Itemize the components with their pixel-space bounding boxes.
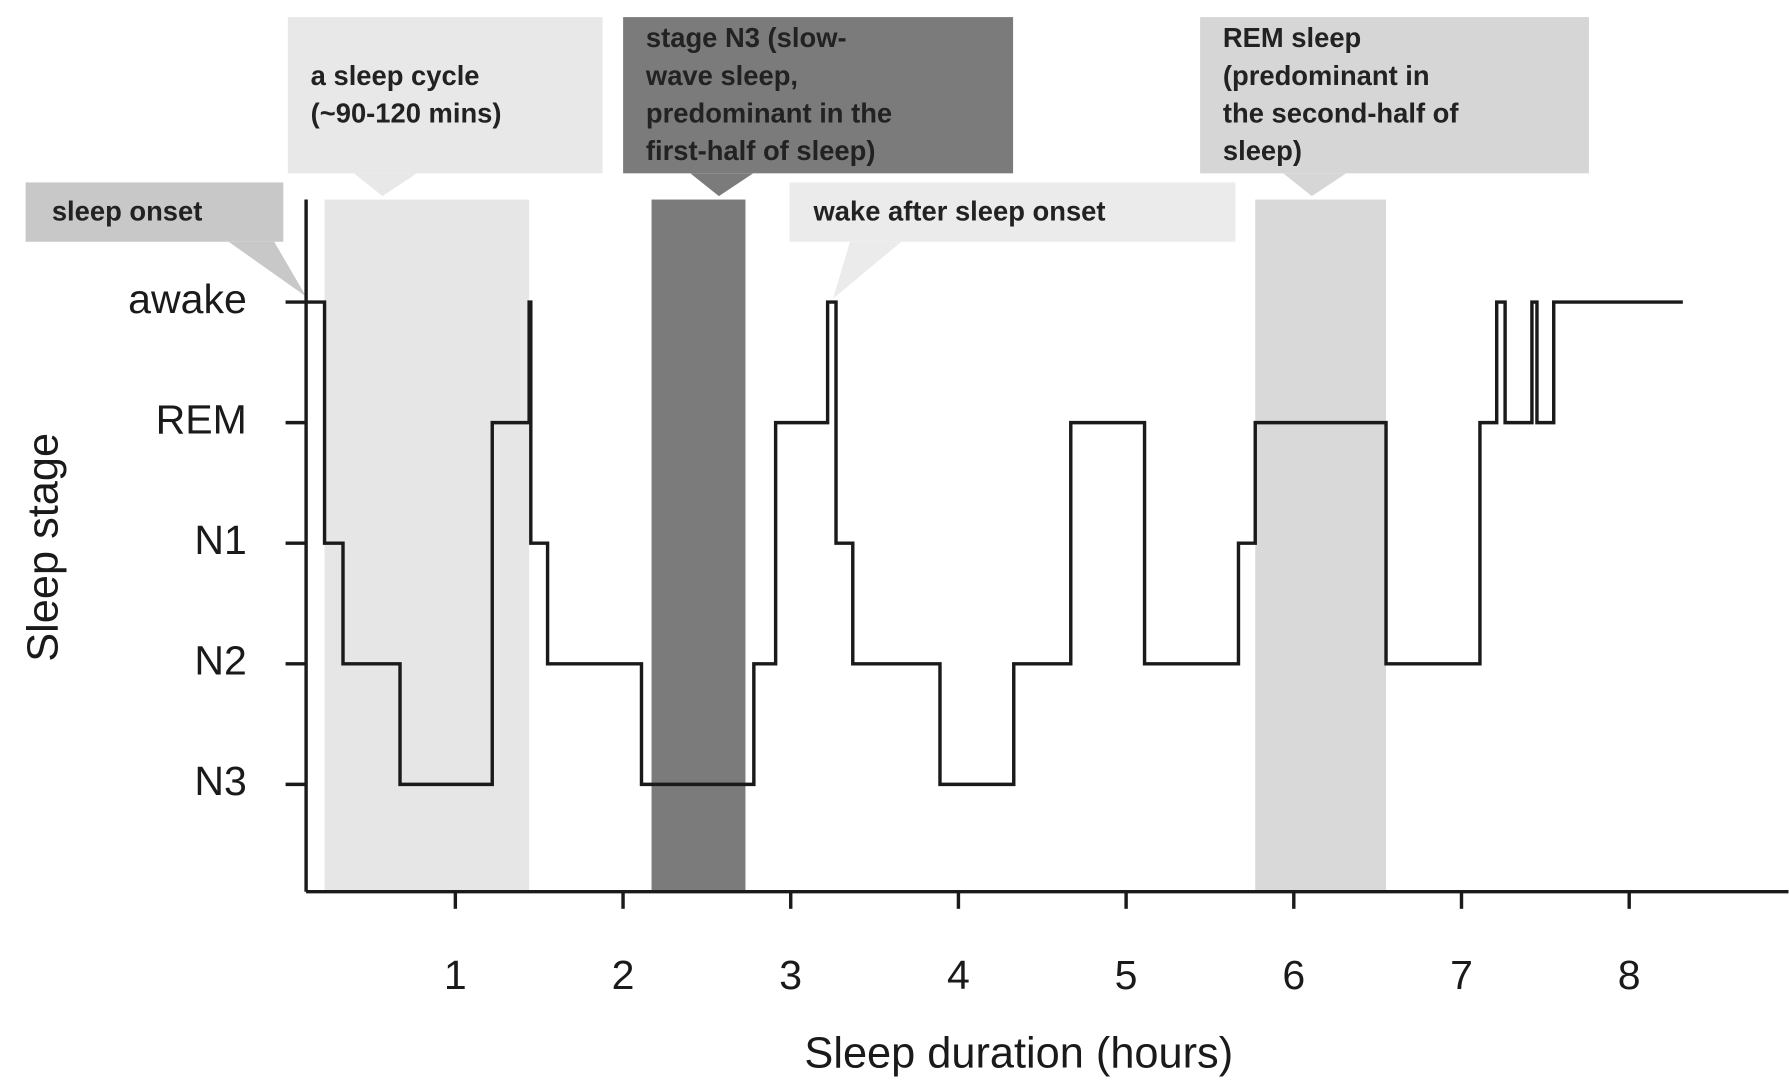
x-tick-label: 5 [1115,952,1138,998]
callout-box [623,17,1014,174]
callout-text: (~90-120 mins) [311,97,502,128]
callout-text: sleep) [1223,135,1302,166]
callout-text: wake after sleep onset [813,195,1106,226]
x-tick-label: 7 [1450,952,1473,998]
callout-box [287,17,603,174]
callout-text: first-half of sleep) [646,135,876,166]
x-tick-label: 6 [1282,952,1305,998]
x-tick-label: 4 [947,952,970,998]
callout-text: the second-half of [1223,97,1459,128]
callout-pointer [228,241,307,297]
callout-pointer [690,173,754,197]
callout-pointer [832,241,902,299]
x-tick-label: 2 [612,952,635,998]
callout-pointer [354,173,417,197]
callout-text: a sleep cycle [311,60,480,91]
x-tick-label: 3 [779,952,802,998]
callout-box [1200,17,1589,174]
x-tick-label: 8 [1618,952,1641,998]
highlight-band [1255,199,1387,892]
y-tick-label: N2 [194,638,246,684]
hypnogram-line [306,300,1683,787]
callout-box [25,182,284,242]
y-tick-label: N3 [194,758,246,804]
callout-text: sleep onset [52,195,203,226]
callout-pointer [1283,173,1347,197]
y-tick-label: awake [128,276,247,322]
callout-text: wave sleep, [645,60,798,91]
x-tick-label: 1 [444,952,467,998]
y-tick-label: N1 [194,517,246,563]
callout-text: stage N3 (slow- [646,22,847,53]
y-tick-label: REM [156,396,247,442]
callout-text: (predominant in [1223,60,1430,91]
x-axis-title: Sleep duration (hours) [804,1029,1233,1077]
callout-box [789,182,1236,242]
highlight-band [324,199,530,892]
callout-text: REM sleep [1223,22,1361,53]
callout-text: predominant in the [646,97,892,128]
y-axis-title: Sleep stage [20,433,68,662]
highlight-band [651,199,746,892]
